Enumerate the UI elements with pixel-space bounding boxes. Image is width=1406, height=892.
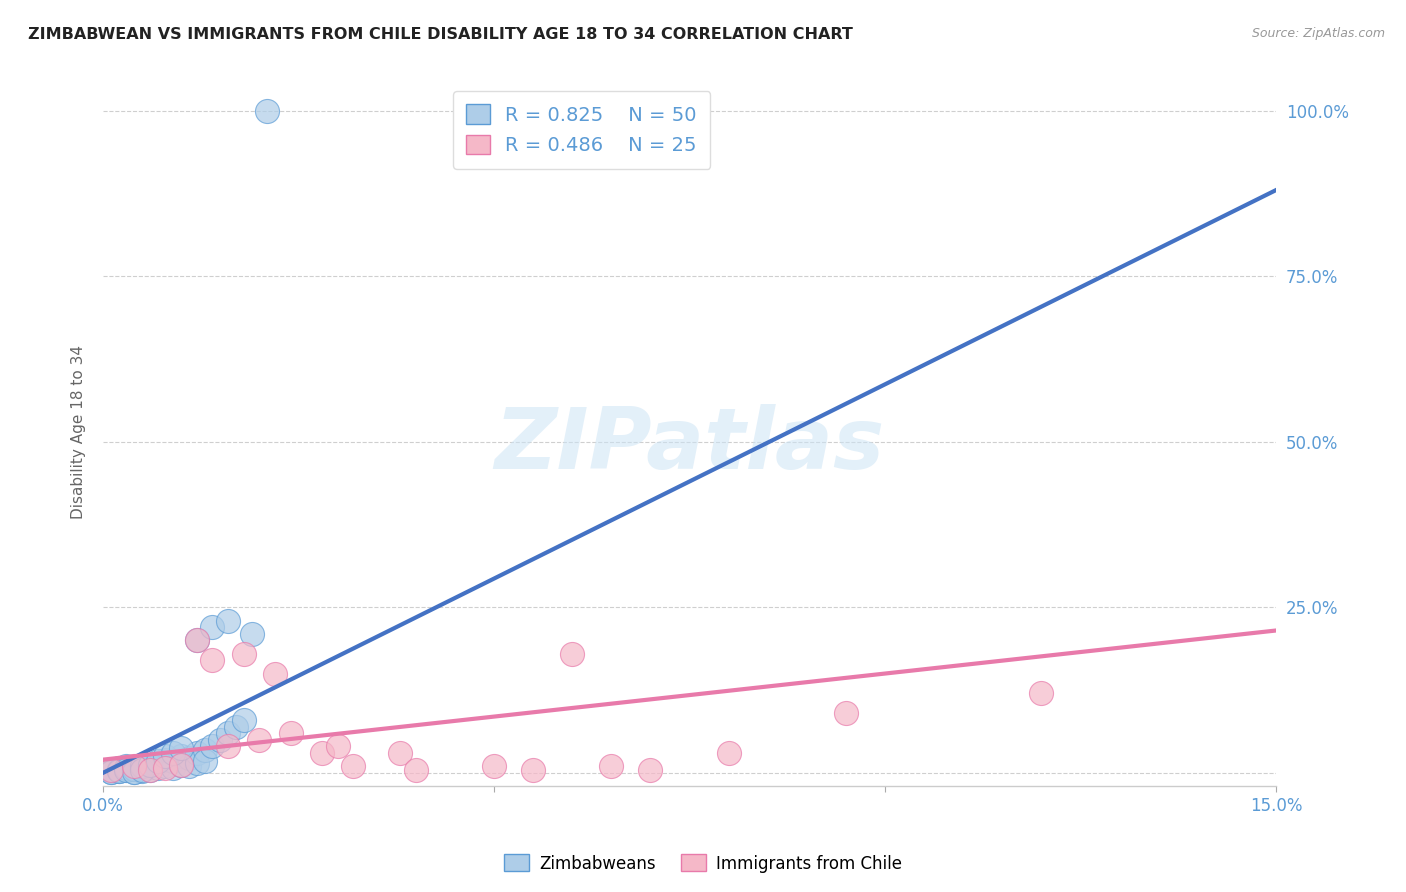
Point <box>100 765 122 780</box>
Point <box>139 763 162 777</box>
Point <box>122 762 145 776</box>
Point <box>280 726 302 740</box>
Legend: R = 0.825    N = 50, R = 0.486    N = 25: R = 0.825 N = 50, R = 0.486 N = 25 <box>453 91 710 169</box>
Point <box>155 759 177 773</box>
Point <box>131 763 153 777</box>
Point <box>107 763 129 777</box>
Point <box>115 759 138 773</box>
Point <box>1031 686 1053 700</box>
Point <box>170 758 193 772</box>
Point <box>522 763 544 777</box>
Point <box>326 739 349 754</box>
Point <box>155 761 177 775</box>
Point <box>100 764 122 779</box>
Point <box>186 756 208 770</box>
Point <box>146 754 169 768</box>
Point <box>561 647 583 661</box>
Point <box>194 754 217 768</box>
Point <box>107 764 129 778</box>
Point <box>122 762 145 776</box>
Point <box>186 746 208 760</box>
Point <box>389 746 412 760</box>
Point <box>115 764 138 778</box>
Point <box>247 732 270 747</box>
Point <box>835 706 858 721</box>
Point <box>209 732 232 747</box>
Point <box>122 764 145 779</box>
Point <box>186 633 208 648</box>
Point <box>100 763 122 777</box>
Point <box>201 739 224 754</box>
Point <box>139 763 162 777</box>
Point <box>122 759 145 773</box>
Point <box>115 764 138 778</box>
Point <box>600 759 623 773</box>
Point <box>155 753 177 767</box>
Point <box>170 749 193 764</box>
Point <box>405 763 427 777</box>
Point <box>264 666 287 681</box>
Point <box>162 746 184 760</box>
Text: ZIPatlas: ZIPatlas <box>495 404 884 487</box>
Point <box>217 739 239 754</box>
Point <box>146 756 169 770</box>
Y-axis label: Disability Age 18 to 34: Disability Age 18 to 34 <box>72 345 86 519</box>
Point <box>170 758 193 772</box>
Point <box>240 627 263 641</box>
Point <box>100 763 122 777</box>
Point <box>225 719 247 733</box>
Point <box>146 761 169 775</box>
Point <box>201 620 224 634</box>
Point <box>131 761 153 775</box>
Point <box>311 746 333 760</box>
Point <box>139 758 162 772</box>
Point <box>217 614 239 628</box>
Point <box>177 751 200 765</box>
Point <box>482 759 505 773</box>
Point <box>162 761 184 775</box>
Point <box>232 647 254 661</box>
Point <box>201 653 224 667</box>
Point <box>107 761 129 775</box>
Point <box>131 764 153 778</box>
Point <box>186 633 208 648</box>
Point <box>342 759 364 773</box>
Point <box>717 746 740 760</box>
Point <box>115 761 138 775</box>
Point <box>640 763 662 777</box>
Point <box>107 764 129 778</box>
Point <box>122 764 145 779</box>
Point <box>232 713 254 727</box>
Point <box>177 759 200 773</box>
Point <box>170 740 193 755</box>
Text: ZIMBABWEAN VS IMMIGRANTS FROM CHILE DISABILITY AGE 18 TO 34 CORRELATION CHART: ZIMBABWEAN VS IMMIGRANTS FROM CHILE DISA… <box>28 27 853 42</box>
Legend: Zimbabweans, Immigrants from Chile: Zimbabweans, Immigrants from Chile <box>498 847 908 880</box>
Point <box>194 742 217 756</box>
Point <box>155 749 177 764</box>
Point <box>217 726 239 740</box>
Point <box>162 754 184 768</box>
Point <box>256 103 278 118</box>
Text: Source: ZipAtlas.com: Source: ZipAtlas.com <box>1251 27 1385 40</box>
Point <box>139 758 162 772</box>
Point <box>131 759 153 773</box>
